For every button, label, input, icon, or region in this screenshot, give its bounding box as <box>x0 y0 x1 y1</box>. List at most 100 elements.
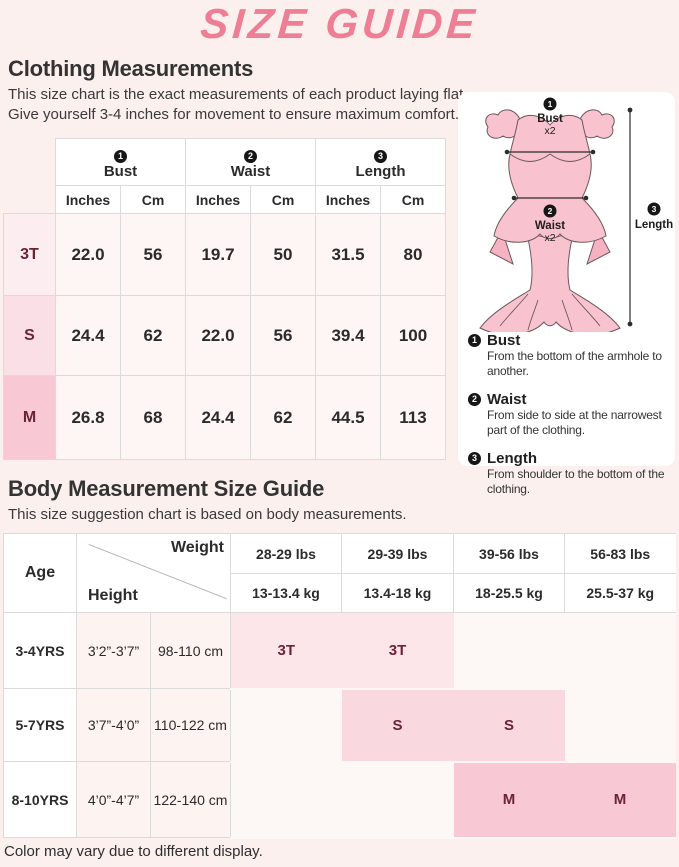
diagram-badge-3-number: 3 <box>652 204 657 214</box>
table-row: 8-10YRS 4’0”-4’7” 122-140 cm M M <box>3 761 676 839</box>
body-measurement-heading: Body Measurement Size Guide <box>8 476 325 501</box>
description-line-1: This size chart is the exact measurement… <box>8 86 468 103</box>
clothing-measurements-heading: Clothing Measurements <box>8 56 254 81</box>
measurement-cell: 24.4 <box>55 295 121 376</box>
table-row: 3T 22.0 56 19.7 50 31.5 80 <box>3 213 447 296</box>
table-row: M 26.8 68 24.4 62 44.5 113 <box>3 375 447 460</box>
height-weight-diagonal-cell: Weight Height <box>76 533 231 613</box>
measurement-cell: 26.8 <box>55 375 121 460</box>
diagram-badge-2-number: 2 <box>548 206 553 216</box>
diagram-waist-x2: x2 <box>544 232 555 244</box>
table-row: 3-4YRS 3’2”-3’7” 98-110 cm 3T 3T <box>3 612 676 690</box>
recommended-size-cell: S <box>341 688 454 763</box>
height-ft-cell: 4’0”-4’7” <box>76 761 151 838</box>
badge-2-icon: 2 <box>244 149 257 163</box>
measurement-legend: 1 Bust From the bottom of the armhole to… <box>458 332 675 497</box>
recommended-size-cell: M <box>453 761 565 839</box>
unit-header: Cm <box>120 185 186 214</box>
legend-bust-title: Bust <box>487 332 521 349</box>
t1-corner-cell <box>4 186 56 214</box>
height-cm-cell: 98-110 cm <box>150 612 231 689</box>
diagram-badge-3 <box>647 202 661 216</box>
measure-lines <box>507 110 631 324</box>
footer-note: Color may vary due to different display. <box>4 843 263 860</box>
recommended-size-cell <box>453 612 565 690</box>
diagram-waist-label: Waist <box>535 220 565 232</box>
t1-group-bust: 1 Bust <box>55 138 186 186</box>
measurement-cell: 100 <box>380 295 447 376</box>
age-cell: 5-7YRS <box>3 688 77 762</box>
t1-corner-cell <box>4 139 56 186</box>
measurement-diagram-card: 1 Bust x2 2 Waist x2 3 Length 1 Bust Fro… <box>458 92 675 496</box>
t1-group-length-label: Length <box>355 162 406 180</box>
weight-lbs-header: 29-39 lbs <box>341 533 454 574</box>
measurement-cell: 56 <box>120 213 186 296</box>
t1-group-waist-label: Waist <box>230 162 271 180</box>
recommended-size-cell: M <box>564 761 676 839</box>
weight-lbs-header: 39-56 lbs <box>453 533 565 574</box>
measurement-cell: 56 <box>249 295 317 376</box>
table-row: S 24.4 62 22.0 56 39.4 100 <box>3 295 447 376</box>
recommended-size-cell <box>564 612 676 690</box>
badge-1-icon: 1 <box>114 149 127 163</box>
recommended-size-cell: 3T <box>341 612 454 690</box>
legend-waist-text: From side to side at the narrowest part … <box>487 408 662 437</box>
diagram-badge-1 <box>543 97 557 111</box>
diagram-badge-2 <box>543 204 557 218</box>
badge-1-icon: 1 <box>468 334 481 347</box>
measurement-cell: 80 <box>380 213 447 296</box>
legend-item-length: 3 Length From shoulder to the bottom of … <box>468 450 667 497</box>
diagram-bust-x2: x2 <box>544 125 555 137</box>
body-measurement-description: This size suggestion chart is based on b… <box>8 506 407 523</box>
ruffle-sleeves <box>485 109 615 139</box>
hip-fins <box>489 228 611 266</box>
measurement-cell: 113 <box>380 375 447 460</box>
diagram-length-label: Length <box>635 219 673 231</box>
weight-header-label: Weight <box>170 539 224 556</box>
recommended-size-cell <box>341 761 454 839</box>
table-row: 5-7YRS 3’7”-4’0” 110-122 cm S S <box>3 688 676 763</box>
badge-2-icon: 2 <box>468 393 481 406</box>
height-header-label: Height <box>88 587 138 604</box>
height-cm-cell: 110-122 cm <box>150 688 231 762</box>
unit-header: Inches <box>315 185 382 214</box>
page-title: SIZE GUIDE <box>198 0 481 47</box>
weight-kg-header: 13.4-18 kg <box>341 573 454 613</box>
recommended-size-cell <box>564 688 676 763</box>
diagram-badge-1-number: 1 <box>548 99 553 109</box>
measurement-cell: 68 <box>120 375 186 460</box>
legend-item-bust: 1 Bust From the bottom of the armhole to… <box>468 332 667 379</box>
t1-group-length: 3 Length <box>315 138 447 186</box>
size-label-s: S <box>3 295 56 376</box>
recommended-size-cell: S <box>453 688 565 763</box>
measurement-cell: 22.0 <box>185 295 251 376</box>
size-label-3t: 3T <box>3 213 56 296</box>
unit-header: Cm <box>249 185 317 214</box>
recommended-size-cell: 3T <box>230 612 342 690</box>
measurement-cell: 50 <box>249 213 317 296</box>
description-line-2: Give yourself 3-4 inches for movement to… <box>8 105 459 123</box>
size-label-m: M <box>3 375 56 460</box>
measurement-cell: 24.4 <box>185 375 251 460</box>
weight-lbs-header: 56-83 lbs <box>564 533 676 574</box>
diagram-bust-label: Bust <box>537 113 563 125</box>
measurement-cell: 22.0 <box>55 213 121 296</box>
clothing-size-table: 1 Bust 2 Waist 3 Length Inches Cm Inches… <box>3 138 447 460</box>
mermaid-tail <box>479 228 621 332</box>
recommended-size-cell <box>230 688 342 763</box>
measurement-cell: 44.5 <box>315 375 382 460</box>
mermaid-dress-illustration: 1 Bust x2 2 Waist x2 3 Length <box>479 97 673 332</box>
body-size-table: Age Weight Height 28-29 lbs 29-39 lbs 39… <box>3 533 676 839</box>
badge-3-icon: 3 <box>468 452 481 465</box>
legend-waist-title: Waist <box>487 391 527 408</box>
clothing-measurements-description: This size chart is the exact measurement… <box>8 85 467 124</box>
legend-item-waist: 2 Waist From side to side at the narrowe… <box>468 391 667 438</box>
height-cm-cell: 122-140 cm <box>150 761 231 838</box>
height-ft-cell: 3’2”-3’7” <box>76 612 151 689</box>
weight-kg-header: 13-13.4 kg <box>230 573 342 613</box>
weight-kg-header: 18-25.5 kg <box>453 573 565 613</box>
measurement-cell: 39.4 <box>315 295 382 376</box>
legend-bust-text: From the bottom of the armhole to anothe… <box>487 349 662 378</box>
weight-kg-header: 25.5-37 kg <box>564 573 676 613</box>
